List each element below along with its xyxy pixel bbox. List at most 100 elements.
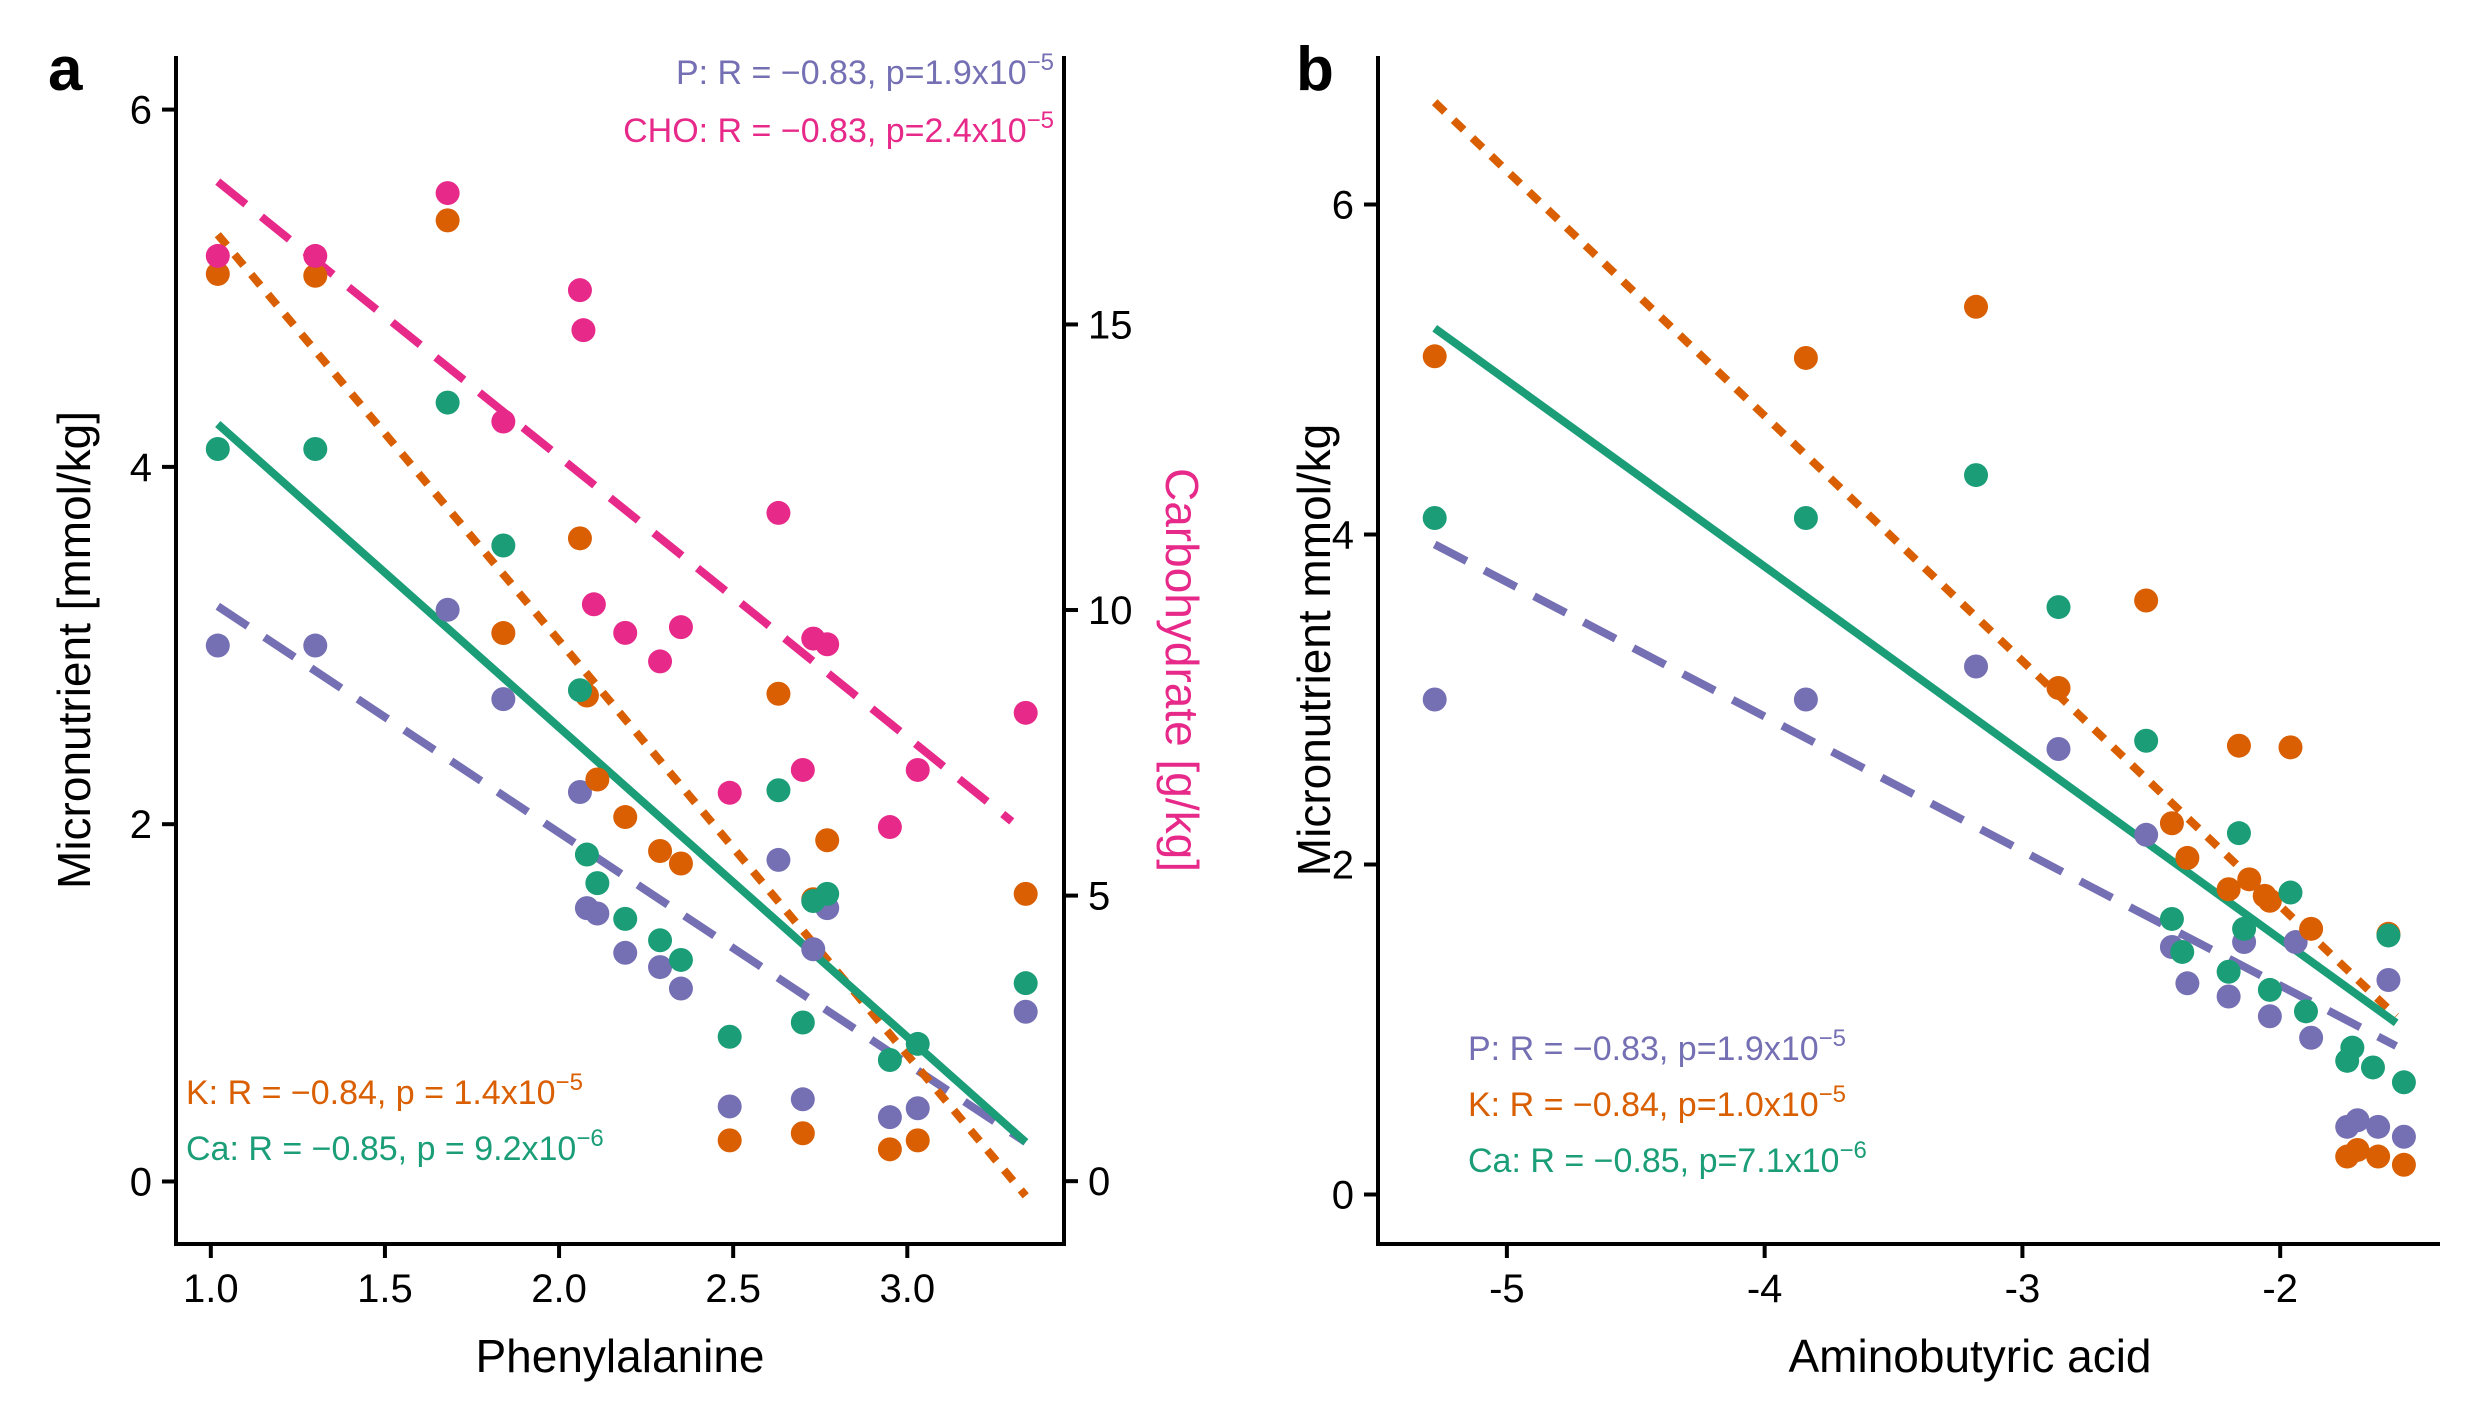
point-p	[648, 955, 673, 980]
point-ca	[613, 906, 638, 931]
y-tick-label: 4	[130, 446, 152, 490]
point-k	[717, 1128, 742, 1153]
point-p	[766, 847, 791, 872]
x-tick-label: 1.0	[183, 1267, 239, 1311]
point-p	[801, 937, 826, 962]
y-tick-label: 4	[1332, 514, 1354, 558]
point-k	[2257, 888, 2282, 913]
point-p	[585, 901, 610, 926]
point-ca	[717, 1024, 742, 1049]
point-k	[1793, 345, 1818, 370]
point-k	[2175, 845, 2200, 870]
x-tick-label: 1.5	[357, 1267, 413, 1311]
fit-line-ca	[215, 421, 1029, 1146]
point-ca	[2278, 880, 2303, 905]
point-ca	[435, 390, 460, 415]
point-k	[2391, 1152, 2416, 1177]
point-k	[2278, 735, 2303, 760]
point-ca	[668, 947, 693, 972]
point-k	[205, 261, 230, 286]
point-p	[717, 1094, 742, 1119]
point-k	[435, 208, 460, 233]
point-cho	[581, 592, 606, 617]
point-k	[2159, 811, 2184, 836]
x-tick-label: 3.0	[879, 1267, 935, 1311]
point-cho	[1013, 700, 1038, 725]
point-p	[1964, 654, 1989, 679]
point-ca	[2046, 595, 2071, 620]
point-ca	[1422, 506, 1447, 530]
y2-tick-label: 0	[1088, 1160, 1110, 1204]
point-cho	[303, 243, 328, 268]
point-ca	[2170, 939, 2195, 964]
y2-tick-label: 5	[1088, 875, 1110, 919]
panel-a-y-axis-title: Micronutrient [mmol/kg]	[48, 411, 100, 889]
point-p	[2216, 984, 2241, 1009]
point-ca	[766, 778, 791, 803]
stat-annotation-p: P: R = −0.83, p=1.9x10−5	[676, 49, 1054, 92]
panel-a-x-axis-title: Phenylalanine	[475, 1330, 764, 1382]
point-k	[1013, 881, 1038, 906]
x-tick-label: -3	[2005, 1267, 2041, 1311]
panel-b-x-axis-title: Aminobutyric acid	[1788, 1330, 2151, 1382]
point-k	[585, 767, 610, 792]
point-ca	[648, 928, 673, 953]
x-tick-label: -5	[1489, 1267, 1525, 1311]
stat-annotation-ca: Ca: R = −0.85, p = 9.2x10−6	[186, 1125, 604, 1168]
point-k	[2366, 1144, 2391, 1169]
point-ca	[2391, 1070, 2416, 1095]
point-k	[1422, 344, 1447, 369]
point-cho	[491, 409, 516, 434]
point-k	[303, 263, 328, 288]
fit-line-k	[214, 232, 1029, 1199]
point-p	[613, 940, 638, 965]
point-cho	[815, 632, 840, 657]
point-cho	[877, 815, 902, 840]
x-tick-label: -2	[2262, 1267, 2298, 1311]
point-k	[2216, 877, 2241, 902]
point-p	[303, 633, 328, 658]
point-p	[790, 1087, 815, 1112]
panel-a: a 1.0 1.5 2.0 2.5 3.0 0 2 4 6 0 5 10 15 Phenylalanin…	[48, 35, 1208, 1382]
point-ca	[2340, 1035, 2365, 1060]
stat-annotation-k: K: R = −0.84, p=1.0x10−5	[1468, 1081, 1846, 1124]
point-p	[2257, 1004, 2282, 1029]
point-p	[2391, 1124, 2416, 1149]
y2-tick-label: 15	[1088, 303, 1133, 347]
point-cho	[613, 620, 638, 645]
point-ca	[2226, 821, 2251, 846]
point-ca	[574, 842, 599, 867]
point-p	[1013, 999, 1038, 1024]
point-ca	[585, 871, 610, 896]
fit-line-ca	[1432, 325, 2399, 1027]
y2-tick-label: 10	[1088, 589, 1133, 633]
y-tick-label: 6	[130, 89, 152, 133]
point-p	[2366, 1114, 2391, 1139]
point-k	[613, 805, 638, 830]
panel-a-label: a	[48, 35, 83, 104]
point-p	[1422, 687, 1447, 712]
point-k	[2226, 733, 2251, 758]
point-k	[567, 526, 592, 551]
point-k	[2046, 675, 2071, 700]
fit-line-p	[215, 602, 1028, 1146]
point-p	[2299, 1025, 2324, 1050]
panel-b-y-axis-title: Micronutrient mmol/kg	[1288, 424, 1340, 876]
point-cho	[567, 278, 592, 303]
point-p	[668, 976, 693, 1001]
point-p	[2134, 822, 2159, 847]
point-ca	[1964, 463, 1989, 488]
panel-b: b -5 -4 -3 -2 0 2 4 6 Aminobutyric acid Micronu…	[1288, 35, 2440, 1382]
point-ca	[1793, 506, 1818, 530]
panel-b-label: b	[1296, 35, 1334, 104]
y-tick-label: 6	[1332, 184, 1354, 228]
point-ca	[815, 881, 840, 906]
y-tick-label: 0	[130, 1160, 152, 1204]
point-ca	[877, 1047, 902, 1072]
point-p	[435, 597, 460, 622]
point-p	[877, 1105, 902, 1130]
point-k	[877, 1137, 902, 1162]
point-cho	[435, 181, 460, 206]
point-k	[2345, 1137, 2370, 1162]
point-p	[2376, 968, 2401, 992]
